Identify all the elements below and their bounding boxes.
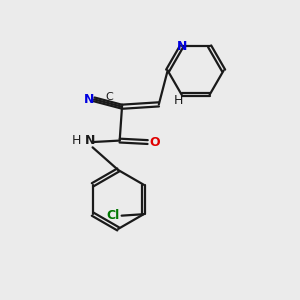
Text: N: N — [84, 93, 94, 106]
Text: N: N — [85, 134, 95, 147]
Text: O: O — [150, 136, 160, 148]
Text: N: N — [176, 40, 187, 53]
Text: H: H — [173, 94, 183, 107]
Text: H: H — [72, 134, 81, 147]
Text: Cl: Cl — [107, 209, 120, 222]
Text: C: C — [106, 92, 113, 102]
